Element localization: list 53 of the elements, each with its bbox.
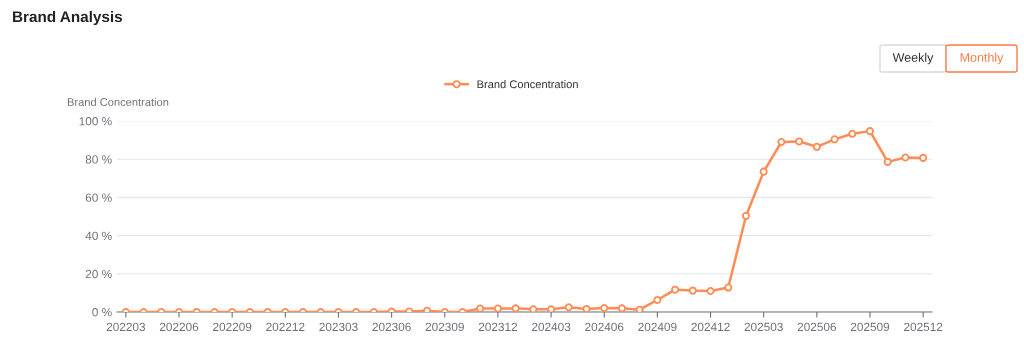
point: [547, 305, 556, 312]
point: [848, 129, 857, 138]
x-tick-label: 202509: [850, 322, 890, 332]
point: [511, 304, 520, 312]
x-tick-label: 202203: [106, 322, 146, 332]
x-tick-label: 202209: [213, 322, 252, 332]
point: [617, 304, 626, 312]
legend-label: Brand Concentration: [477, 80, 578, 89]
point: [830, 135, 839, 144]
x-tick-label: 202406: [585, 322, 624, 332]
x-tick-label: 202503: [744, 322, 783, 332]
point: [564, 303, 573, 312]
point: [529, 305, 538, 312]
point: [476, 304, 485, 312]
text: Weekly: [892, 52, 934, 65]
x-tick-label: 202309: [425, 322, 464, 332]
point: [883, 157, 892, 166]
point: [759, 167, 768, 176]
point: [901, 153, 910, 162]
y-tick-label: 40 %: [85, 231, 112, 240]
x-tick-label: 202306: [372, 322, 411, 332]
point: [582, 304, 591, 312]
x-tick-label: 202303: [319, 322, 358, 332]
y-axis-title: Brand Concentration: [67, 97, 169, 106]
point: [635, 305, 644, 312]
x-tick-label: 202403: [531, 322, 571, 332]
point: [671, 285, 680, 294]
y-tick-label: 60 %: [85, 193, 112, 202]
y-tick-label: 0 %: [92, 308, 112, 317]
y-tick-label: 80 %: [85, 155, 112, 164]
y-tick-label: 20 %: [85, 269, 112, 279]
point: [688, 286, 697, 295]
x-tick-label: 202412: [691, 322, 730, 332]
point: [741, 211, 750, 220]
point: [724, 283, 733, 292]
x-tick-label: 202506: [797, 322, 837, 332]
point: [865, 127, 875, 136]
point: [706, 286, 715, 296]
chart-title: Brand Analysis: [13, 10, 123, 26]
text: Monthly: [960, 52, 1004, 65]
point: [777, 137, 786, 147]
x-tick-label: 202206: [159, 322, 199, 332]
y-tick-label: 100 %: [79, 117, 112, 126]
x-tick-label: 202409: [638, 322, 677, 332]
point: [493, 304, 502, 312]
point: [795, 137, 804, 146]
x-tick-label: 202512: [904, 322, 943, 332]
point: [653, 295, 662, 304]
point: [919, 153, 928, 162]
point: [600, 303, 609, 312]
point: [812, 142, 821, 151]
x-tick-label: 202212: [266, 322, 305, 332]
x-tick-label: 202312: [478, 322, 518, 332]
